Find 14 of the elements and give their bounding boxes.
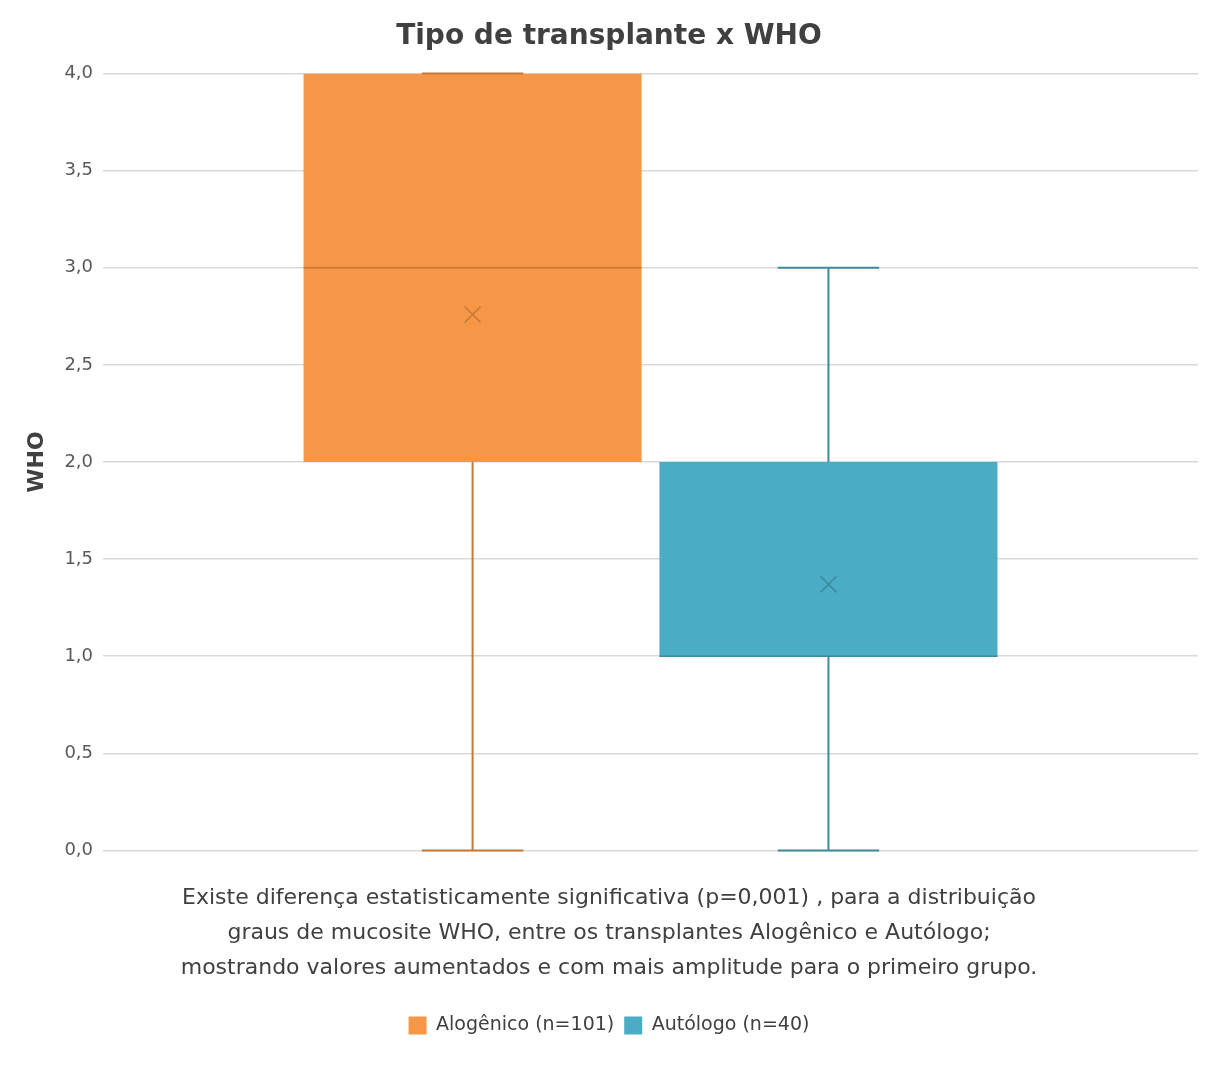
- legend-label: Alogênico (n=101): [436, 1012, 615, 1035]
- y-tick-label: 1,5: [64, 546, 94, 568]
- text: Existe diferença estatisticamente significativa (p=0,001) , para a distribuição graus de mucosite WHO, entre os transplantes Alogênico e Autólogo; mostrando valores aumentados e com mais amplitude para o primeiro grupo.: [180, 883, 1038, 980]
- y-tick-label: 3,5: [64, 158, 94, 180]
- y-tick-label: 2,5: [64, 352, 94, 374]
- y-tick-label: 0,0: [64, 838, 94, 860]
- y-tick-label: 1,0: [64, 643, 94, 665]
- y-tick-label: 4,0: [64, 61, 94, 83]
- y-tick-label: 3,0: [64, 255, 94, 277]
- y-tick-label: 2,0: [64, 449, 94, 471]
- y-tick-label: 0,5: [64, 740, 94, 762]
- y-axis-title: WHO: [22, 431, 48, 493]
- legend-label: Autólogo (n=40): [651, 1012, 810, 1035]
- chart-title: Tipo de transplante x WHO: [396, 18, 822, 52]
